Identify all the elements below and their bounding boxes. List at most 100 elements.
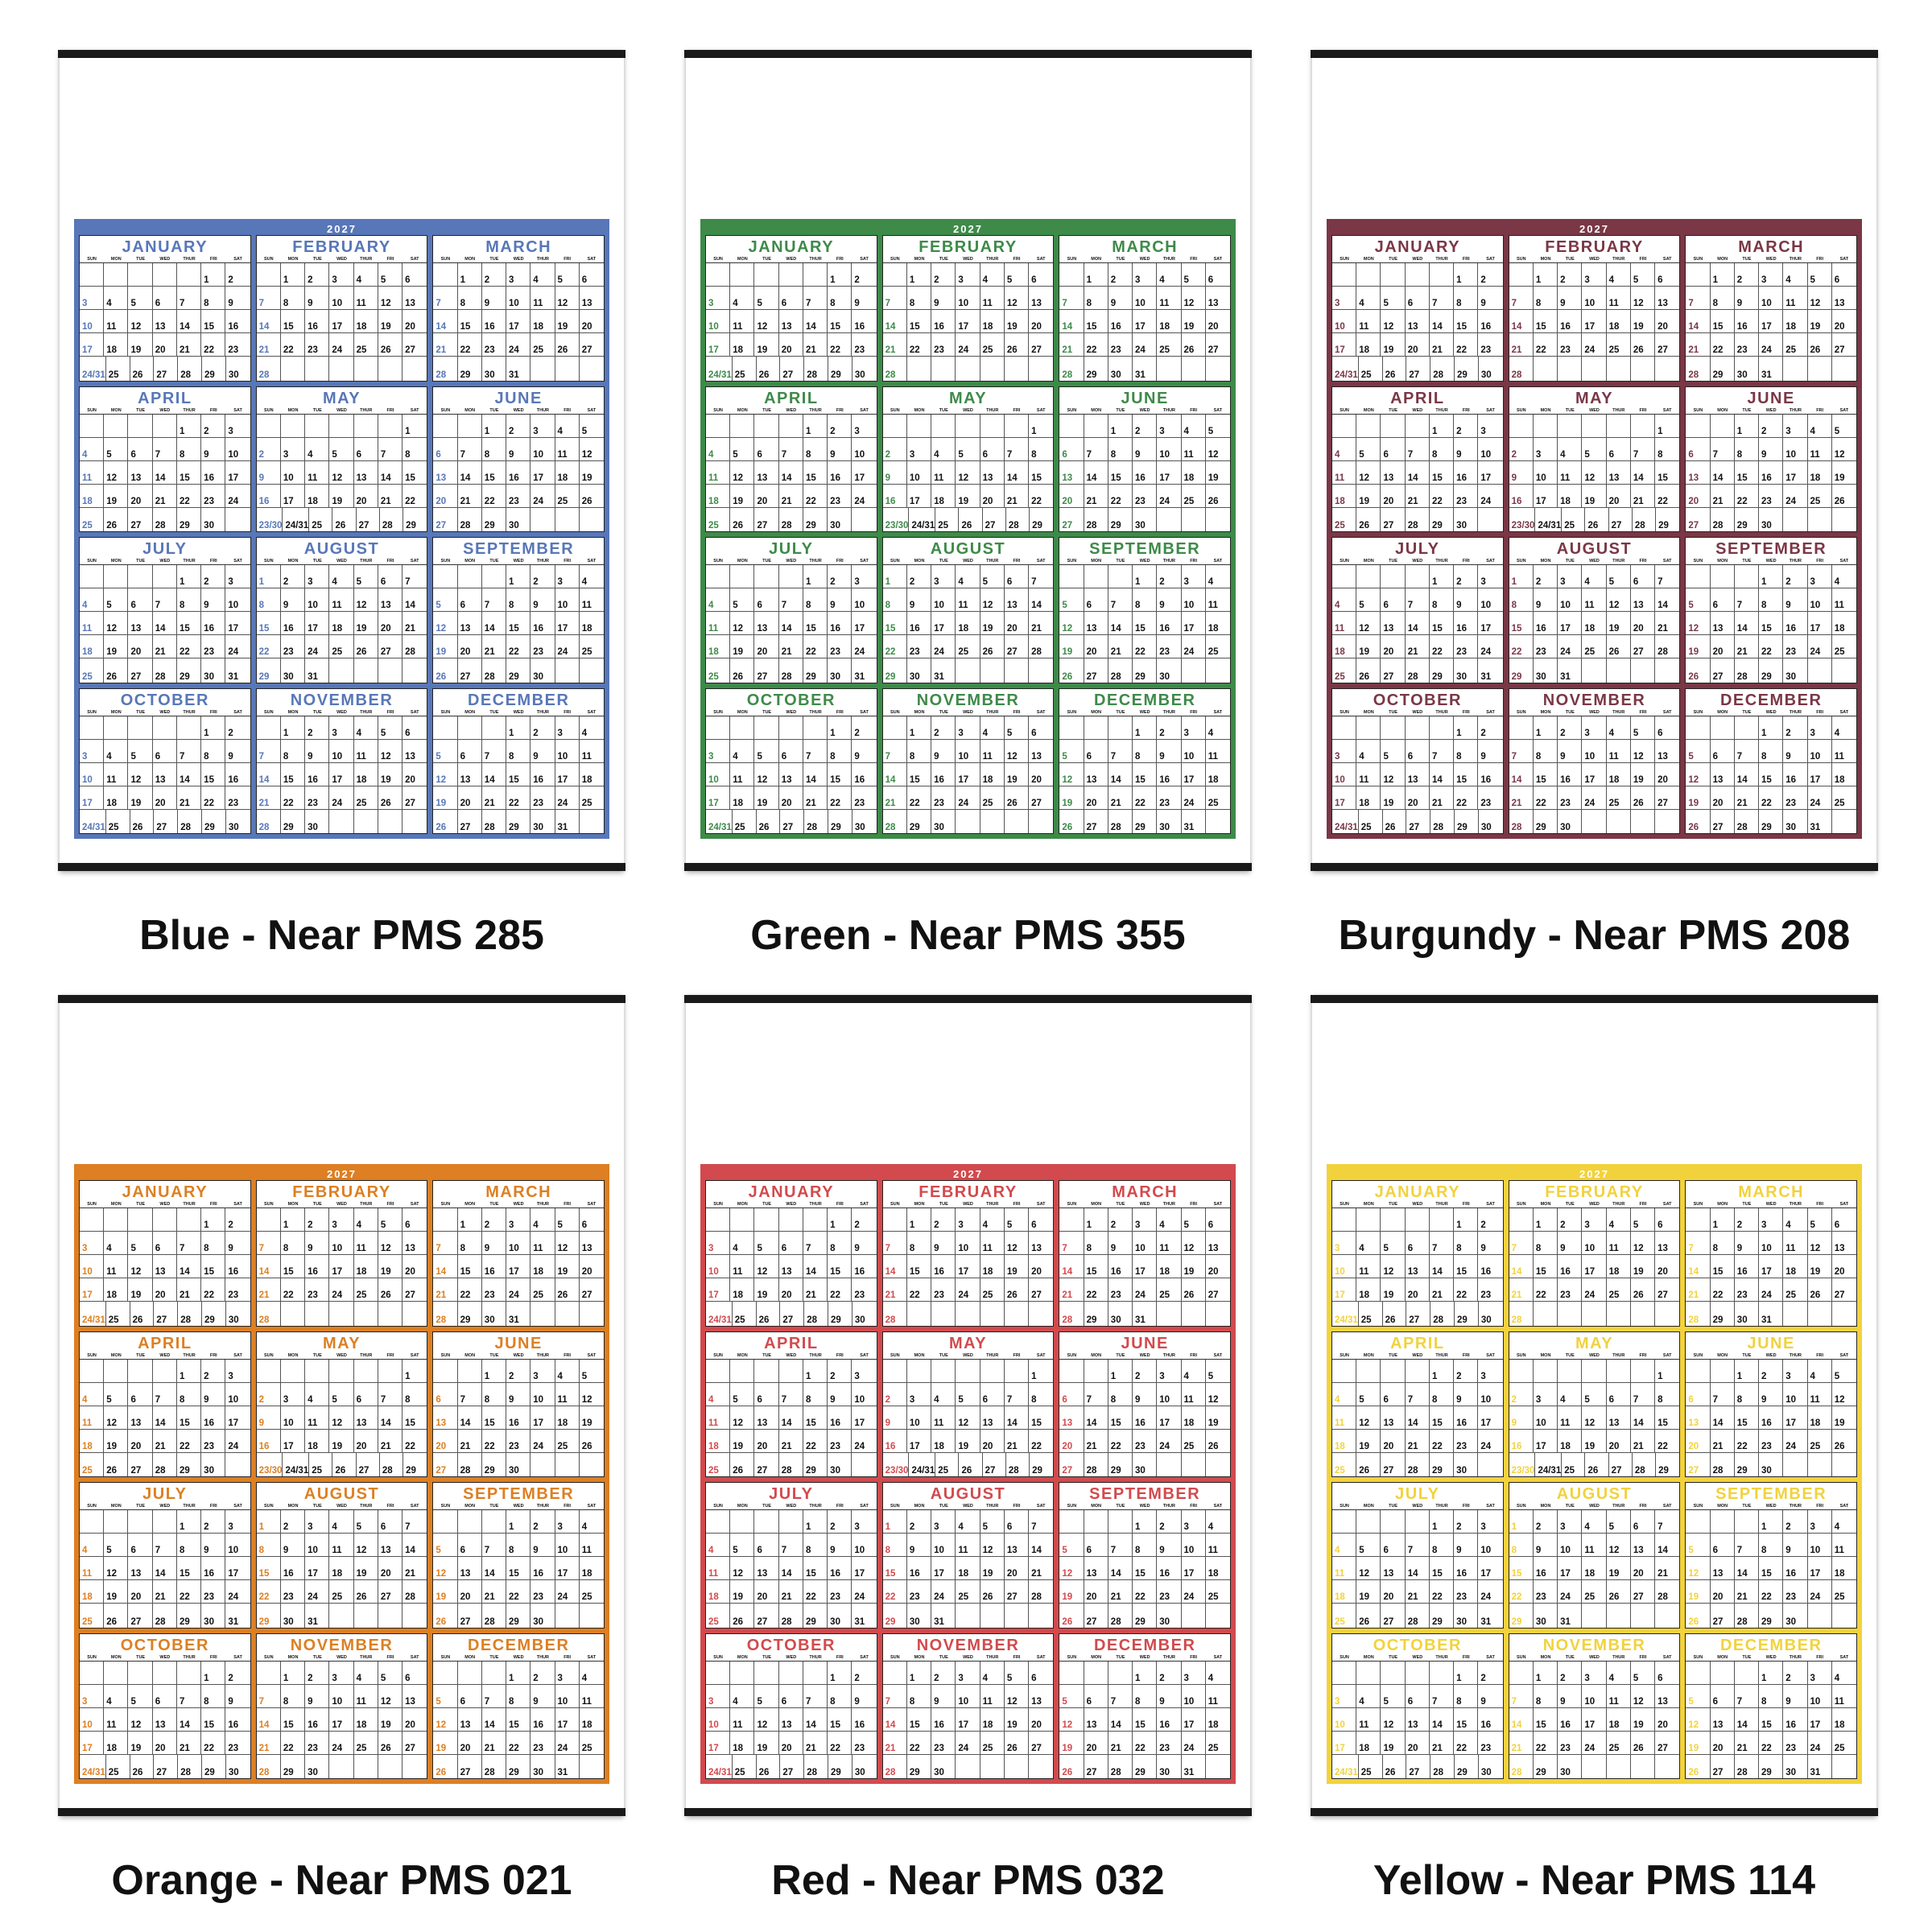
day-cell: 11 (581, 751, 592, 762)
weekday-label: SUN (1693, 407, 1703, 413)
weekday-label: THUR (986, 1202, 999, 1207)
weekday-label: THUR (809, 559, 822, 564)
day-cell: 23/30 (257, 1452, 283, 1476)
week-row: 26 27 28 29 30 31 (433, 809, 604, 833)
month-name: JULY (142, 1485, 188, 1503)
day-cell: 26 (354, 1580, 378, 1604)
weekday-header: SUN MON TUE WED THUR FRI SAT (433, 408, 604, 415)
day-cell: 18 (1834, 624, 1845, 634)
day-cell (580, 1302, 604, 1325)
week-row: 28 (1509, 357, 1680, 381)
day-cell: 20 (378, 1557, 403, 1580)
weekday-header: SUN MON TUE WED THUR FRI SAT (256, 1655, 427, 1662)
month-february: FEBRUARY SUN MON TUE WED THUR FRI SAT 1 2 3 4 5 6 7 8 9 1… (881, 1180, 1055, 1327)
weekday-label: SUN (1067, 1654, 1077, 1660)
day-cell: 11 (1558, 460, 1583, 484)
day-cell: 28 (178, 1754, 203, 1778)
day-cell: 2 (506, 414, 531, 437)
day-cell: 3 (1332, 739, 1357, 762)
day-cell: 30 (530, 809, 555, 833)
day-cell: 29 (177, 658, 202, 683)
week-row: 25 26 27 28 29 30 31 (1332, 658, 1503, 683)
day-cell: 4 (1607, 716, 1631, 739)
weekday-label: THUR (183, 559, 196, 564)
weekday-header: SUN MON TUE WED THUR FRI SAT (1686, 1655, 1856, 1662)
day-cell: 10 (228, 1546, 239, 1556)
day-cell: 3 (1808, 716, 1832, 739)
weekday-header: SUN MON TUE WED THUR FRI SAT (80, 1655, 250, 1662)
day-cell: 29 (1430, 1604, 1455, 1628)
day-cell: 23/30 (1509, 1452, 1536, 1476)
month-grid: JANUARY SUN MON TUE WED THUR FRI SAT 1 2 3 4 5 6 7 8 9 10… (1331, 1180, 1857, 1779)
day-cell (1832, 1755, 1856, 1778)
day-cell: 20 (1607, 484, 1631, 507)
day-cell: 16 (1157, 612, 1182, 635)
weekday-label: WED (513, 1654, 524, 1660)
day-cell: 26 (1686, 658, 1711, 683)
weekday-label: TUE (939, 257, 948, 262)
day-cell: 28 (405, 1592, 415, 1603)
weeks: 1 2 3 4 5 6 7 8 9 10 11 12 13 14 15 16 17 18 19 20 21 22 23 24 2… (433, 1510, 604, 1628)
day-cell: 1 (828, 1208, 852, 1232)
weekday-label: MON (464, 709, 476, 715)
day-cell: 23 (201, 1580, 226, 1604)
day-cell: 11 (980, 739, 1005, 762)
weekday-label: SUN (1516, 1654, 1526, 1660)
weekday-label: MON (287, 559, 299, 564)
day-cell: 26 (1631, 1278, 1656, 1302)
month-october: OCTOBER SUN MON TUE WED THUR FRI SAT 1 2 3 4 5 6 7 8 9 10… (705, 687, 877, 834)
day-cell: 19 (1607, 612, 1631, 635)
day-cell: 21 (177, 786, 202, 809)
week-row: 18 19 20 21 22 23 24 (706, 484, 877, 508)
day-cell: 21 (883, 1278, 907, 1302)
day-cell (1005, 1302, 1030, 1326)
day-cell: 12 (1631, 739, 1656, 762)
month-name: JANUARY (122, 238, 208, 256)
day-cell: 5 (1631, 716, 1656, 739)
day-cell: 4 (1607, 1208, 1631, 1232)
day-cell: 1 (458, 1208, 482, 1232)
day-cell: 3 (555, 1661, 580, 1684)
day-cell: 22 (883, 1580, 907, 1604)
day-cell: 29 (1455, 357, 1479, 381)
day-cell: 20 (405, 1719, 415, 1730)
day-cell: 24 (1182, 1731, 1206, 1754)
day-cell: 23 (931, 1731, 956, 1754)
day-cell: 12 (555, 287, 580, 310)
day-cell: 6 (1607, 1382, 1631, 1406)
day-cell: 4 (706, 1534, 731, 1557)
day-cell: 28 (482, 1754, 507, 1778)
week-row: 10 11 12 13 14 15 16 (706, 762, 877, 786)
day-cell: 28 (883, 809, 907, 833)
month-december: DECEMBER SUN MON TUE WED THUR FRI SAT 1 2 3 4 5 6 7 8 9 1… (1059, 1633, 1231, 1779)
day-cell: 26 (581, 496, 592, 506)
day-cell: 28 (482, 1604, 507, 1628)
day-cell: 17 (956, 1707, 980, 1731)
day-cell: 25 (935, 1452, 960, 1476)
day-cell: 8 (1430, 1534, 1455, 1557)
day-cell: 6 (1005, 1510, 1030, 1534)
day-cell (1108, 565, 1133, 588)
weekday-label: TUE (489, 559, 499, 564)
day-cell (1005, 658, 1030, 683)
day-cell: 11 (956, 588, 980, 612)
day-cell: 3 (854, 426, 860, 436)
day-cell: 1 (803, 565, 828, 588)
day-cell: 23 (305, 1731, 330, 1754)
day-cell (1534, 1302, 1558, 1326)
day-cell: 1 (281, 263, 306, 287)
day-cell: 3 (530, 414, 555, 437)
week-row: 14 15 16 17 18 19 20 (1059, 1255, 1230, 1279)
day-cell: 10 (1332, 1707, 1357, 1731)
month-march: MARCH SUN MON TUE WED THUR FRI SAT 1 2 3 4 5 6 7 8 9 10 11… (432, 1180, 605, 1327)
day-cell: 4 (80, 1382, 105, 1406)
year-calendar: 2027 JANUARY SUN MON TUE WED THUR FRI SAT 1 2 3 4 5 6 7… (74, 1164, 609, 1784)
day-cell: 17 (907, 484, 932, 507)
day-cell: 21 (1631, 1429, 1656, 1452)
day-cell: 10 (1332, 1255, 1357, 1278)
day-cell: 16 (907, 612, 932, 635)
day-cell: 28 (804, 1754, 829, 1778)
